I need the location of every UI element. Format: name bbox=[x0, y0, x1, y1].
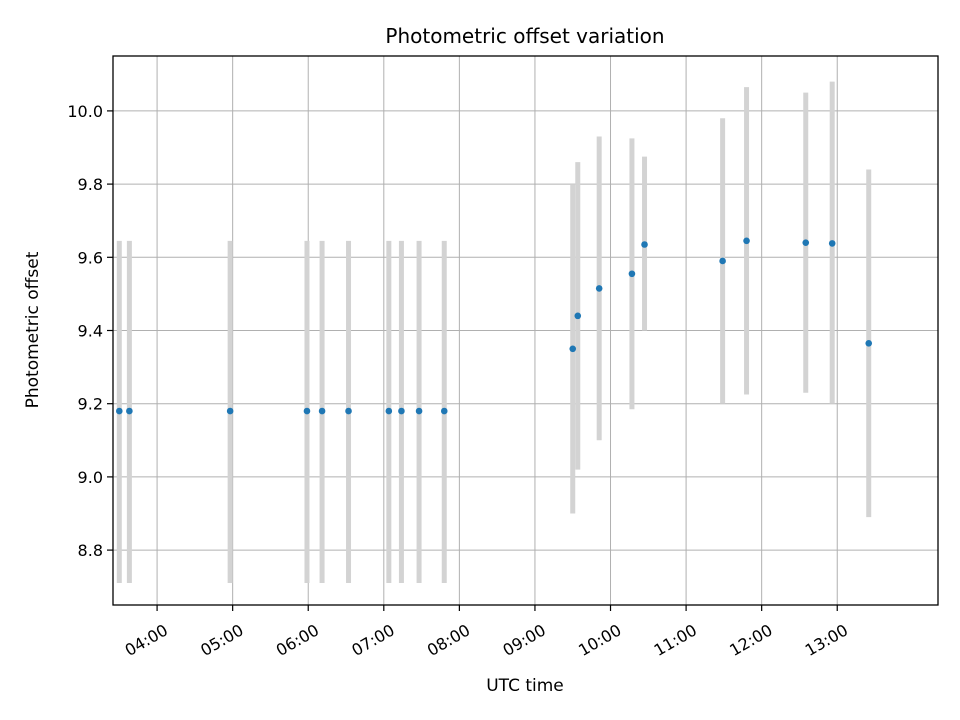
data-point bbox=[595, 285, 603, 292]
data-point bbox=[385, 407, 393, 415]
data-point bbox=[303, 407, 311, 415]
data-point bbox=[569, 345, 577, 353]
data-point bbox=[226, 407, 234, 415]
y-tick-label: 9.6 bbox=[78, 248, 103, 267]
y-tick-label: 10.0 bbox=[67, 102, 103, 121]
data-point bbox=[126, 407, 133, 415]
data-point bbox=[440, 407, 448, 415]
chart-title: Photometric offset variation bbox=[385, 24, 664, 48]
data-points bbox=[115, 237, 873, 415]
data-point bbox=[628, 270, 636, 278]
grid bbox=[113, 56, 938, 605]
y-tick-label: 9.4 bbox=[78, 322, 103, 341]
data-point bbox=[574, 312, 582, 320]
data-point bbox=[743, 237, 750, 245]
y-axis-ticks: 8.8 9.0 9.2 9.4 9.6 9.8 10.0 bbox=[67, 102, 113, 560]
data-point bbox=[828, 240, 836, 247]
data-point bbox=[398, 407, 405, 415]
data-point bbox=[802, 239, 810, 246]
x-axis-label: UTC time bbox=[486, 676, 564, 696]
y-tick-label: 9.2 bbox=[78, 395, 103, 414]
data-point bbox=[345, 407, 352, 415]
y-tick-label: 9.0 bbox=[78, 468, 103, 487]
data-point bbox=[865, 340, 873, 347]
data-point bbox=[318, 407, 326, 415]
y-tick-label: 8.8 bbox=[78, 541, 103, 560]
data-point bbox=[115, 407, 123, 415]
y-axis-label: Photometric offset bbox=[23, 251, 43, 408]
data-point bbox=[641, 241, 648, 248]
data-point bbox=[415, 407, 423, 415]
y-tick-label: 9.8 bbox=[78, 175, 103, 194]
data-point bbox=[719, 257, 726, 265]
